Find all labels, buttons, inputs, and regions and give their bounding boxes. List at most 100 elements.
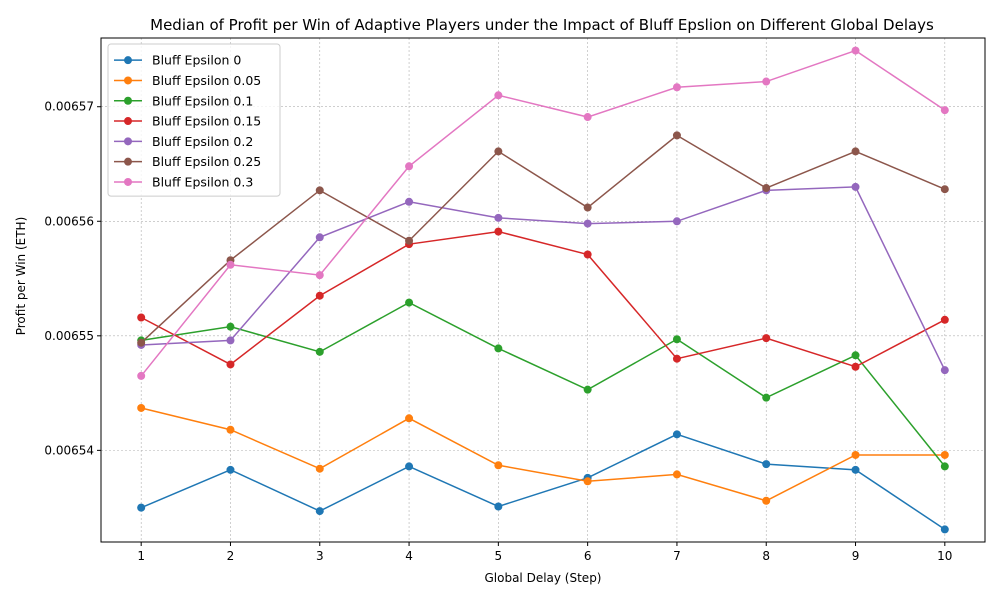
data-point xyxy=(583,477,592,486)
data-point xyxy=(494,91,503,100)
data-point xyxy=(851,362,860,371)
legend-marker xyxy=(124,96,132,105)
data-point xyxy=(762,334,771,343)
legend-label: Bluff Epsilon 0.3 xyxy=(152,174,253,189)
data-point xyxy=(762,496,771,505)
data-point xyxy=(315,507,324,516)
legend-item: Bluff Epsilon 0 xyxy=(114,53,241,68)
series-line xyxy=(140,134,946,344)
data-point xyxy=(494,461,503,470)
data-point xyxy=(672,335,681,344)
data-point xyxy=(137,313,146,322)
plot-frame xyxy=(100,37,986,543)
series-group xyxy=(137,227,949,371)
data-point xyxy=(940,106,949,115)
y-tick-label: 0.00655 xyxy=(44,329,94,343)
data-point xyxy=(672,354,681,363)
data-point xyxy=(405,236,414,245)
data-point xyxy=(672,217,681,226)
series-group xyxy=(137,298,949,471)
series-group xyxy=(137,131,949,347)
data-point xyxy=(940,450,949,459)
data-point xyxy=(494,344,503,353)
data-point xyxy=(583,219,592,228)
data-point xyxy=(851,46,860,55)
data-point xyxy=(226,322,235,331)
data-point xyxy=(851,147,860,156)
legend-marker xyxy=(124,76,132,85)
data-point xyxy=(405,414,414,423)
y-tick-label: 0.00654 xyxy=(44,443,94,457)
legend-label: Bluff Epsilon 0 xyxy=(152,53,241,68)
x-tick-label: 1 xyxy=(137,549,145,563)
data-point xyxy=(672,131,681,140)
x-axis-label: Global Delay (Step) xyxy=(484,571,601,585)
legend-item: Bluff Epsilon 0.3 xyxy=(114,174,253,189)
x-tick-label: 10 xyxy=(937,549,952,563)
data-point xyxy=(672,470,681,479)
data-point xyxy=(226,425,235,434)
data-point xyxy=(762,393,771,402)
data-point xyxy=(405,162,414,171)
legend-marker xyxy=(124,177,132,186)
x-tick-label: 3 xyxy=(316,549,324,563)
legend-item: Bluff Epsilon 0.1 xyxy=(114,93,253,108)
legend-marker xyxy=(124,117,132,126)
series-group xyxy=(137,182,949,375)
data-point xyxy=(494,213,503,222)
data-point xyxy=(940,315,949,324)
data-point xyxy=(315,464,324,473)
series-line xyxy=(140,433,946,531)
series-line xyxy=(140,49,946,377)
data-point xyxy=(494,147,503,156)
data-point xyxy=(583,250,592,259)
series-line xyxy=(140,230,946,368)
series-group xyxy=(137,46,949,380)
data-point xyxy=(137,503,146,512)
data-point xyxy=(851,450,860,459)
data-point xyxy=(940,462,949,471)
legend-item: Bluff Epsilon 0.25 xyxy=(114,154,261,169)
data-point xyxy=(940,366,949,375)
x-tick-label: 5 xyxy=(495,549,503,563)
data-point xyxy=(405,197,414,206)
legend-label: Bluff Epsilon 0.1 xyxy=(152,93,253,108)
data-point xyxy=(583,203,592,212)
series-group xyxy=(137,430,949,534)
data-point xyxy=(851,182,860,191)
data-point xyxy=(226,336,235,345)
legend-marker xyxy=(124,157,132,166)
data-point xyxy=(494,227,503,236)
legend-label: Bluff Epsilon 0.05 xyxy=(152,73,261,88)
data-point xyxy=(226,360,235,369)
legend-item: Bluff Epsilon 0.2 xyxy=(114,134,253,149)
data-point xyxy=(672,83,681,92)
data-point xyxy=(405,462,414,471)
data-point xyxy=(137,371,146,380)
legend-marker xyxy=(124,56,132,65)
data-point xyxy=(226,260,235,269)
data-point xyxy=(762,460,771,469)
series-line xyxy=(141,301,946,467)
data-point xyxy=(940,185,949,194)
legend-box xyxy=(107,43,281,197)
chart-title: Median of Profit per Win of Adaptive Pla… xyxy=(150,16,934,34)
series-line xyxy=(141,186,946,371)
legend-label: Bluff Epsilon 0.2 xyxy=(152,134,253,149)
data-point xyxy=(137,338,146,347)
data-point xyxy=(851,465,860,474)
series-lines xyxy=(137,46,949,534)
data-point xyxy=(315,347,324,356)
x-tick-label: 2 xyxy=(227,549,235,563)
data-point xyxy=(315,186,324,195)
x-tick-label: 8 xyxy=(762,549,770,563)
y-tick-label: 0.00657 xyxy=(44,100,94,114)
axes: 1 2 3 4 5 6 7 8 9 10 0.00654 0.00655 0.00656 0.00657 xyxy=(44,37,986,563)
data-point xyxy=(583,385,592,394)
legend: Bluff Epsilon 0 Bluff Epsilon 0.05 Bluff E… xyxy=(107,43,281,197)
series-line xyxy=(141,407,945,502)
x-tick-label: 6 xyxy=(584,549,592,563)
y-tick-label: 0.00656 xyxy=(44,214,94,228)
